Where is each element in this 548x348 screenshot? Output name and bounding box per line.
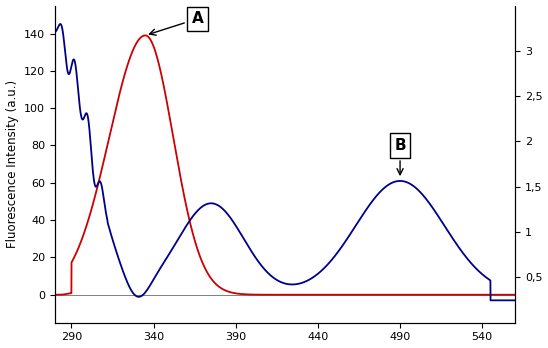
Y-axis label: Fluorescence Intensity (a.u.): Fluorescence Intensity (a.u.) [5,80,19,248]
Text: B: B [394,138,406,175]
Text: A: A [150,11,204,35]
